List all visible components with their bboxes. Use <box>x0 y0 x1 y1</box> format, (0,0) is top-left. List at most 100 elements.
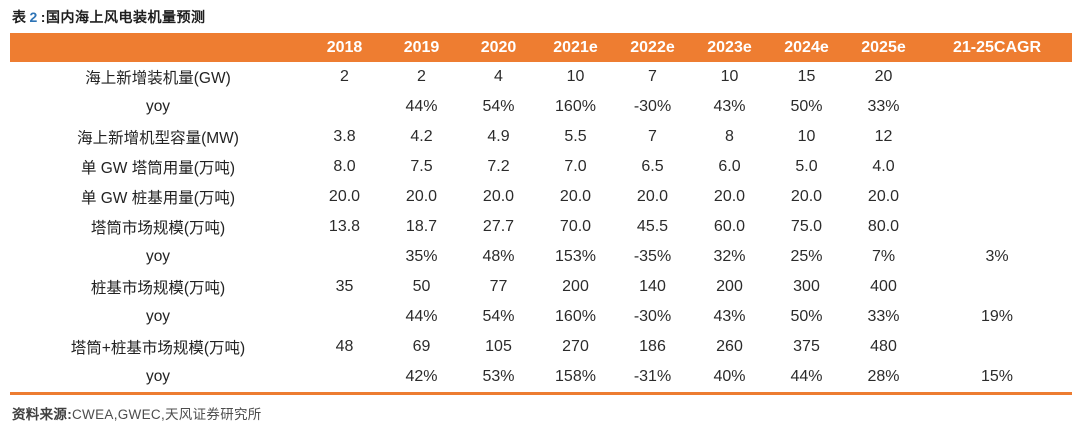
table-cell <box>922 62 1072 92</box>
table-cell: 260 <box>716 338 743 355</box>
row-label: yoy <box>145 368 171 385</box>
table-cell: 43% <box>713 308 746 325</box>
table-cell: 375 <box>793 338 820 355</box>
forecast-table: 2018 2019 2020 2021e 2022e 2023e 2024e 2… <box>10 33 1072 395</box>
table-cell <box>922 122 1072 152</box>
table-cell: 5.5 <box>564 128 587 145</box>
header-row: 2018 2019 2020 2021e 2022e 2023e 2024e 2… <box>10 33 1072 62</box>
table-row: 单 GW 桩基用量(万吨) 20.0 20.0 20.0 20.0 20.0 20.0 20.… <box>10 182 1072 212</box>
table-cell: 43% <box>713 98 746 115</box>
table-cell: 70.0 <box>559 218 592 235</box>
table-cell: 75.0 <box>790 218 823 235</box>
table-cell: 32% <box>713 248 746 265</box>
table-cell: 4.2 <box>410 128 433 145</box>
source-text: CWEA,GWEC,天风证券研究所 <box>72 407 262 422</box>
table-cell: 20.0 <box>482 188 515 205</box>
table-cell: -30% <box>633 308 672 325</box>
row-label: 单 GW 桩基用量(万吨) <box>80 190 236 207</box>
table-cell: 50% <box>790 308 823 325</box>
figure-title-colon: : <box>40 9 46 25</box>
table-cell: 270 <box>562 338 589 355</box>
table-row: yoy 44% 54% 160% -30% 43% 50% 33% <box>10 92 1072 122</box>
table-row: 塔筒+桩基市场规模(万吨) 48 69 105 270 186 260 375 480 <box>10 332 1072 362</box>
table-cell: 3% <box>985 248 1009 265</box>
table-row: 塔筒市场规模(万吨) 13.8 18.7 27.7 70.0 45.5 60.0 75.0 80… <box>10 212 1072 242</box>
table-cell: 40% <box>713 368 746 385</box>
row-label: 海上新增装机量(GW) <box>85 70 231 87</box>
column-header-2020: 2020 <box>460 33 537 62</box>
table-cell <box>922 152 1072 182</box>
figure-title-number: 2 <box>29 9 38 25</box>
table-cell: 25% <box>790 248 823 265</box>
table-cell: 48 <box>335 338 354 355</box>
table-cell: 2 <box>340 68 349 85</box>
table-cell: 7.0 <box>564 158 587 175</box>
table-cell: 8.0 <box>333 158 356 175</box>
column-header-2024e: 2024e <box>768 33 845 62</box>
table-cell: 27.7 <box>482 218 515 235</box>
table-cell: -31% <box>633 368 672 385</box>
row-label: 塔筒市场规模(万吨) <box>90 220 226 237</box>
table-cell <box>306 242 383 272</box>
table-cell: 44% <box>790 368 823 385</box>
table-cell: 33% <box>867 98 900 115</box>
table-cell: 6.5 <box>641 158 664 175</box>
row-label: yoy <box>145 248 171 265</box>
table-cell: 200 <box>716 278 743 295</box>
table-cell <box>306 302 383 332</box>
table-cell: 5.0 <box>795 158 818 175</box>
table-cell: 44% <box>405 98 438 115</box>
table-cell: 60.0 <box>713 218 746 235</box>
table-cell: 69 <box>412 338 431 355</box>
figure-title: 表 2:国内海上风电装机量预测 <box>12 7 205 27</box>
row-label: yoy <box>145 98 171 115</box>
table-cell: 7 <box>648 128 657 145</box>
table-cell: 15% <box>980 368 1014 385</box>
column-header-2018: 2018 <box>306 33 383 62</box>
column-header-2022e: 2022e <box>614 33 691 62</box>
table-body: 海上新增装机量(GW) 2 2 4 10 7 10 15 20 yoy 44% 54% 160% -30%… <box>10 62 1072 394</box>
table-cell <box>922 182 1072 212</box>
table-cell <box>922 272 1072 302</box>
table-cell: 300 <box>793 278 820 295</box>
table-cell: 54% <box>482 308 515 325</box>
table-cell: 18.7 <box>405 218 438 235</box>
table-cell: 7 <box>648 68 657 85</box>
table-cell: 7.2 <box>487 158 510 175</box>
table-cell: 42% <box>405 368 438 385</box>
source-line: 资料来源:CWEA,GWEC,天风证券研究所 <box>12 403 262 423</box>
table-cell: 20.0 <box>867 188 900 205</box>
row-label: 单 GW 塔筒用量(万吨) <box>80 160 236 177</box>
row-label: yoy <box>145 308 171 325</box>
table-cell <box>306 362 383 394</box>
table-cell <box>922 92 1072 122</box>
row-label: 桩基市场规模(万吨) <box>90 280 226 297</box>
table-row: 海上新增机型容量(MW) 3.8 4.2 4.9 5.5 7 8 10 12 <box>10 122 1072 152</box>
column-header-2023e: 2023e <box>691 33 768 62</box>
table-cell: -35% <box>633 248 672 265</box>
column-header-blank <box>10 33 306 62</box>
table-cell: 4.9 <box>487 128 510 145</box>
table-cell: 20.0 <box>713 188 746 205</box>
table-cell: 200 <box>562 278 589 295</box>
table-cell: 77 <box>489 278 508 295</box>
table-cell: 140 <box>639 278 666 295</box>
table-row: 桩基市场规模(万吨) 35 50 77 200 140 200 300 400 <box>10 272 1072 302</box>
table-cell: 28% <box>867 368 900 385</box>
table-cell: -30% <box>633 98 672 115</box>
table-cell: 35 <box>335 278 354 295</box>
table-cell: 13.8 <box>328 218 361 235</box>
table-cell: 7.5 <box>410 158 433 175</box>
table-cell: 10 <box>566 68 585 85</box>
table-cell: 12 <box>874 128 893 145</box>
table-cell: 153% <box>555 248 596 265</box>
figure-title-text: 国内海上风电装机量预测 <box>45 9 206 25</box>
figure-title-prefix: 表 <box>12 9 27 25</box>
table-row: yoy 44% 54% 160% -30% 43% 50% 33% 19% <box>10 302 1072 332</box>
table-cell <box>922 332 1072 362</box>
table-row: yoy 42% 53% 158% -31% 40% 44% 28% 15% <box>10 362 1072 394</box>
table-cell: 50 <box>412 278 431 295</box>
column-header-cagr: 21-25CAGR <box>922 33 1072 62</box>
table-cell: 54% <box>482 98 515 115</box>
